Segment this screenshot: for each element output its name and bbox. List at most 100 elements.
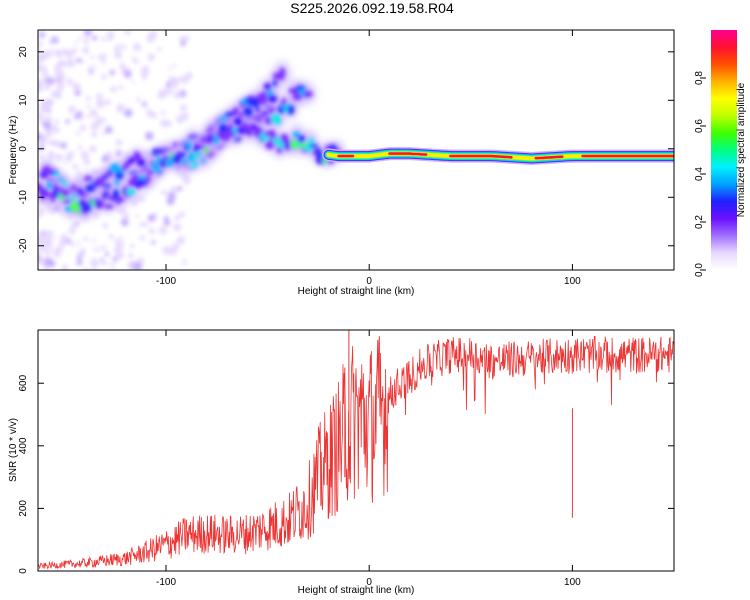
energy-blob: [136, 154, 142, 161]
snr-frame: [37, 329, 675, 572]
noise-blob: [57, 53, 62, 58]
noise-blob: [160, 119, 169, 128]
energy-blob: [121, 165, 128, 171]
energy-blob: [258, 94, 268, 105]
noise-blob: [147, 53, 155, 61]
noise-blob: [123, 108, 133, 118]
energy-blob: [82, 204, 92, 212]
noise-blob: [71, 82, 81, 92]
colorbar-tick-label: 0.8: [694, 71, 705, 85]
energy-blob: [292, 131, 300, 138]
noise-blob: [91, 131, 98, 138]
energy-blob: [46, 182, 55, 189]
spectrogram-image: [38, 30, 674, 270]
noise-blob: [42, 121, 52, 130]
noise-blob: [116, 140, 123, 146]
energy-blob: [83, 175, 93, 182]
x-tick-label: -100: [156, 276, 176, 287]
noise-blob: [65, 119, 71, 124]
noise-blob: [41, 71, 49, 79]
noise-blob: [100, 245, 107, 251]
noise-blob: [101, 74, 107, 80]
energy-blob: [250, 97, 261, 108]
noise-blob: [93, 247, 97, 251]
energy-blob: [181, 159, 188, 164]
noise-blob: [83, 30, 92, 37]
noise-blob: [82, 46, 90, 54]
noise-blob: [79, 124, 87, 132]
noise-blob: [91, 210, 100, 219]
energy-blob: [128, 157, 136, 163]
noise-blob: [157, 47, 162, 52]
noise-blob: [135, 214, 140, 218]
noise-blob: [163, 219, 171, 227]
x-tick-label: 100: [564, 276, 581, 287]
energy-blob: [191, 154, 197, 160]
noise-blob: [89, 109, 98, 118]
noise-blob: [173, 223, 182, 232]
noise-blob: [173, 91, 182, 99]
noise-blob: [54, 64, 61, 71]
energy-blob: [196, 144, 207, 150]
noise-blob: [124, 30, 131, 36]
y-tick-label: 10: [18, 94, 29, 106]
noise-blob: [38, 40, 43, 47]
noise-blob: [162, 189, 168, 196]
noise-blob: [143, 222, 148, 227]
noise-blob: [38, 207, 46, 216]
energy-blob: [279, 67, 286, 78]
energy-blob: [264, 116, 274, 126]
snr-x-ticks: -100 0 100: [156, 330, 581, 588]
noise-blob: [116, 151, 122, 157]
noise-blob: [74, 90, 81, 97]
noise-blob: [92, 64, 96, 69]
energy-blob: [218, 124, 229, 133]
energy-blob: [297, 135, 306, 143]
noise-blob: [44, 258, 53, 267]
energy-blob: [53, 173, 60, 178]
noise-blob: [86, 115, 90, 120]
noise-blob: [107, 37, 112, 42]
noise-blob: [120, 218, 129, 227]
noise-blob: [57, 94, 62, 99]
energy-blob: [203, 147, 209, 153]
noise-blob: [137, 257, 145, 265]
noise-blob: [66, 78, 73, 85]
energy-blob: [103, 204, 114, 209]
noise-blob: [43, 99, 52, 108]
noise-blob: [148, 227, 155, 235]
energy-blob: [234, 117, 242, 126]
noise-blob: [180, 40, 186, 47]
noise-blob: [38, 87, 42, 92]
ridge-rise-core: [38, 117, 342, 215]
noise-blob: [129, 243, 135, 249]
noise-blob: [94, 261, 100, 267]
noise-blob: [89, 145, 97, 153]
noise-blob: [58, 81, 62, 86]
noise-blob: [79, 89, 83, 93]
noise-blob: [101, 131, 106, 136]
noise-blob: [92, 267, 96, 270]
noise-blob: [168, 247, 177, 256]
noise-blob: [182, 175, 192, 185]
noise-blob: [103, 118, 107, 122]
noise-blob: [47, 150, 56, 159]
ridge-band: [322, 147, 674, 166]
noise-blob: [61, 264, 68, 270]
noise-blob: [109, 234, 113, 239]
snr-panel: -100 0 100 0 200 400 600 Height of straight l…: [8, 329, 675, 596]
noise-blob: [107, 155, 114, 162]
y-tick-label: 400: [18, 437, 29, 454]
noise-blob: [101, 154, 110, 164]
noise-blob: [75, 221, 80, 226]
colorbar-ticks: 0.0 0.2 0.4 0.6 0.8: [694, 71, 706, 277]
noise-blob: [83, 236, 89, 242]
noise-blob: [171, 79, 179, 87]
spectrogram-y-label: Frequency (Hz): [8, 116, 19, 185]
noise-blob: [74, 165, 79, 170]
noise-blob: [88, 69, 94, 75]
noise-blob: [39, 154, 46, 160]
noise-blob: [45, 115, 53, 123]
noise-blob: [65, 238, 72, 244]
